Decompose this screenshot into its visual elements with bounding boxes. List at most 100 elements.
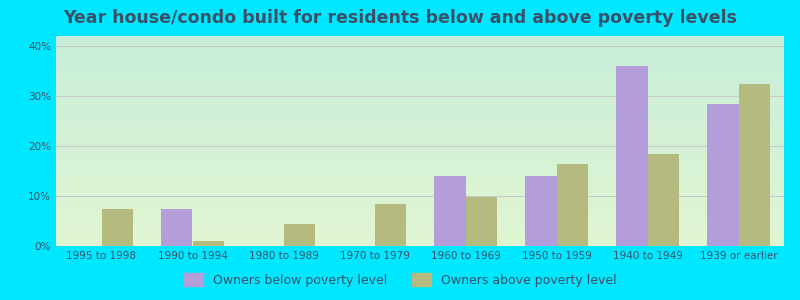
Bar (56, 77, 784, 78)
Bar (56, 204, 784, 205)
Bar (56, 82, 784, 83)
Bar (56, 98, 784, 99)
Bar (56, 37, 784, 38)
Bar (56, 225, 784, 226)
Bar (56, 118, 784, 119)
Bar (56, 165, 784, 166)
Bar (56, 155, 784, 156)
Bar (56, 128, 784, 129)
Bar (56, 186, 784, 187)
Bar (56, 123, 784, 124)
Bar (56, 76, 784, 77)
Bar (56, 143, 784, 144)
Bar (56, 206, 784, 207)
Bar (56, 221, 784, 222)
Bar (56, 198, 784, 199)
Bar (56, 157, 784, 158)
Bar (56, 38, 784, 39)
Bar (56, 119, 784, 120)
Bar (56, 177, 784, 178)
Bar (56, 36, 784, 37)
Bar (56, 127, 784, 128)
Bar (56, 240, 784, 241)
Bar (56, 95, 784, 96)
Bar (56, 166, 784, 167)
Bar (56, 122, 784, 123)
Bar (56, 45, 784, 46)
Bar (56, 181, 784, 182)
Bar (56, 142, 784, 143)
Bar (56, 212, 784, 213)
Bar (56, 63, 784, 64)
Bar (56, 132, 784, 133)
Bar (56, 169, 784, 170)
Bar (283, 224, 315, 246)
Bar (56, 83, 784, 84)
Bar (56, 162, 784, 163)
Bar (56, 134, 784, 135)
Bar (56, 124, 784, 125)
Bar (56, 216, 784, 217)
Bar (56, 190, 784, 191)
Bar (56, 152, 784, 153)
Bar (56, 148, 784, 149)
Bar (56, 55, 784, 56)
Bar (56, 236, 784, 237)
Bar (56, 111, 784, 112)
Bar (56, 237, 784, 238)
Bar (56, 153, 784, 154)
Bar (56, 106, 784, 107)
Bar (56, 226, 784, 227)
Bar (56, 117, 784, 118)
Bar (56, 50, 784, 51)
Bar (56, 130, 784, 131)
Bar (56, 175, 784, 176)
Bar (56, 57, 784, 58)
Bar (374, 203, 406, 246)
Bar (56, 210, 784, 211)
Bar (56, 52, 784, 53)
Bar (56, 160, 784, 161)
Bar (161, 208, 193, 246)
Bar (56, 108, 784, 109)
Bar (56, 205, 784, 206)
Bar (56, 244, 784, 245)
Bar (56, 115, 784, 116)
Bar (56, 149, 784, 150)
Bar (56, 135, 784, 136)
Bar (56, 137, 784, 138)
Bar (56, 189, 784, 190)
Bar (56, 201, 784, 202)
Bar (56, 68, 784, 69)
Bar (56, 141, 784, 142)
Bar (56, 156, 784, 157)
Bar (56, 209, 784, 210)
Bar (56, 44, 784, 45)
Bar (56, 51, 784, 52)
Bar (56, 102, 784, 103)
Bar (56, 147, 784, 148)
Bar (56, 200, 784, 201)
Bar (56, 172, 784, 173)
Bar (56, 182, 784, 183)
Bar (56, 100, 784, 101)
Bar (56, 187, 784, 188)
Bar (56, 101, 784, 102)
Bar (56, 90, 784, 91)
Bar (56, 69, 784, 70)
Bar (56, 74, 784, 75)
Bar (56, 97, 784, 98)
Bar (56, 88, 784, 89)
Bar (56, 224, 784, 225)
Bar (56, 242, 784, 243)
Bar (56, 203, 784, 204)
Bar (56, 151, 784, 152)
Bar (56, 53, 784, 54)
Bar (56, 232, 784, 233)
Bar (56, 197, 784, 198)
Bar (56, 133, 784, 134)
Bar (56, 41, 784, 42)
Bar (56, 154, 784, 155)
Bar (56, 99, 784, 100)
Bar (56, 54, 784, 55)
